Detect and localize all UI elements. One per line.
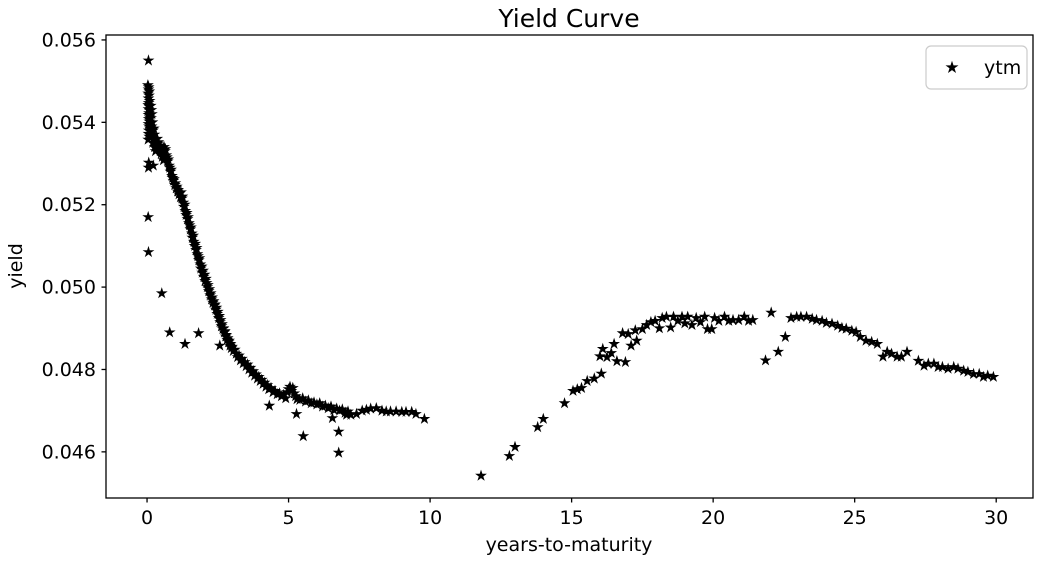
x-tick-label: 5 [283, 507, 295, 529]
y-tick-label: 0.054 [42, 112, 96, 134]
y-axis-label: yield [5, 243, 27, 289]
y-tick-label: 0.048 [42, 359, 96, 381]
y-tick-label: 0.046 [42, 441, 96, 463]
y-axis-ticks: 0.046 0.048 0.050 0.052 0.054 0.056 [42, 29, 106, 463]
x-tick-label: 25 [843, 507, 867, 529]
x-tick-label: 0 [141, 507, 153, 529]
y-tick-label: 0.052 [42, 194, 96, 216]
x-tick-label: 15 [560, 507, 584, 529]
legend: ytm [925, 45, 1028, 90]
x-axis-ticks: 0 5 10 15 20 25 30 [141, 498, 1008, 529]
x-axis-label: years-to-maturity [486, 534, 653, 556]
y-tick-label: 0.050 [42, 277, 96, 299]
chart-title: Yield Curve [497, 4, 639, 33]
plot-area [106, 35, 1033, 498]
y-tick-label: 0.056 [42, 29, 96, 51]
x-tick-label: 10 [418, 507, 442, 529]
x-tick-label: 30 [984, 507, 1008, 529]
axes-spines [105, 34, 1034, 499]
legend-label: ytm [984, 57, 1021, 79]
x-tick-label: 20 [701, 507, 725, 529]
star-icon [945, 60, 959, 73]
legend-box [925, 45, 1028, 90]
